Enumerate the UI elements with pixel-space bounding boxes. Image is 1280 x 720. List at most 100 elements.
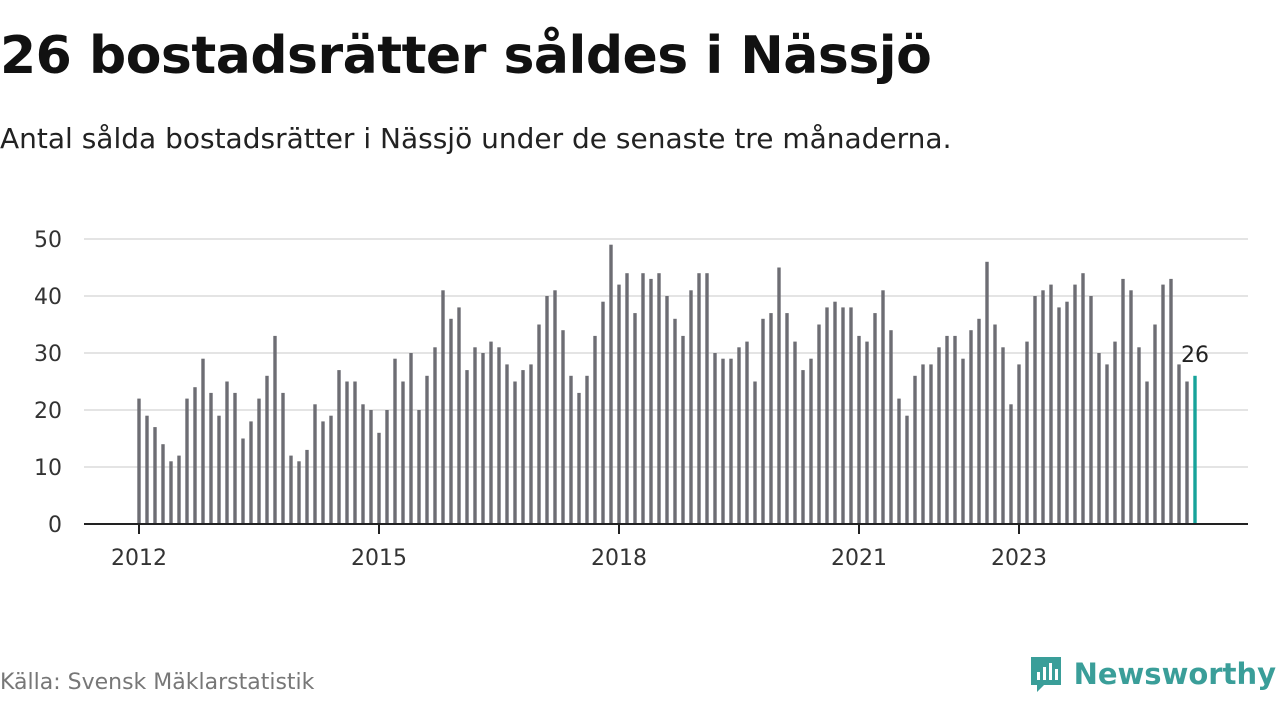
chart-title: 26 bostadsrätter såldes i Nässjö: [0, 26, 932, 86]
bar: [1057, 307, 1061, 524]
bar: [881, 290, 885, 524]
bar: [833, 301, 837, 524]
bar: [865, 341, 869, 524]
bar: [841, 307, 845, 524]
bar: [577, 392, 581, 524]
bar: [1129, 290, 1133, 524]
bar: [793, 341, 797, 524]
bar: [961, 358, 965, 524]
bar: [249, 421, 253, 524]
bar: [145, 415, 149, 524]
bar: [705, 273, 709, 524]
bar: [393, 358, 397, 524]
bar: [337, 370, 341, 524]
bar: [1121, 278, 1125, 524]
bar: [1089, 296, 1093, 524]
bar: [641, 273, 645, 524]
bar: [1169, 278, 1173, 524]
bar: [1145, 381, 1149, 524]
highlight-value-label: 26: [1181, 343, 1209, 368]
bar: [777, 267, 781, 524]
bar: [417, 410, 421, 524]
bar: [689, 290, 693, 524]
bar: [441, 290, 445, 524]
brand-name: Newsworthy: [1073, 657, 1276, 691]
bar: [193, 387, 197, 524]
x-tick-label: 2018: [591, 546, 647, 571]
bar: [345, 381, 349, 524]
bar: [817, 324, 821, 524]
bar: [929, 364, 933, 524]
bar: [1065, 301, 1069, 524]
bar: [1153, 324, 1157, 524]
bar: [1017, 364, 1021, 524]
brand-logo[interactable]: Newsworthy: [1028, 654, 1276, 694]
bar: [1041, 290, 1045, 524]
bar: [985, 261, 989, 524]
bar: [1081, 273, 1085, 524]
bar: [1001, 347, 1005, 524]
bar: [825, 307, 829, 524]
bar: [649, 278, 653, 524]
bar: [289, 455, 293, 524]
bar: [889, 330, 893, 524]
x-tick-label: 2021: [831, 546, 887, 571]
bar: [665, 296, 669, 524]
newsworthy-logo-icon: [1030, 657, 1061, 692]
bar: [385, 410, 389, 524]
bar: [297, 461, 301, 524]
bar: [401, 381, 405, 524]
bar: [593, 335, 597, 524]
bar: [1025, 341, 1029, 524]
bar: [1097, 353, 1101, 524]
bar: [329, 415, 333, 524]
bar: [1177, 364, 1181, 524]
x-tick-label: 2023: [991, 546, 1047, 571]
bar: [313, 404, 317, 524]
bar: [969, 330, 973, 524]
bar: [465, 370, 469, 524]
bar: [137, 398, 141, 524]
bar-series: [137, 244, 1197, 524]
bar: [177, 455, 181, 524]
bar: [585, 375, 589, 524]
bar: [513, 381, 517, 524]
bar: [953, 335, 957, 524]
bar: [241, 438, 245, 524]
bar: [521, 370, 525, 524]
bar: [673, 318, 677, 524]
bar: [737, 347, 741, 524]
bar: [473, 347, 477, 524]
bar: [185, 398, 189, 524]
bar: [425, 375, 429, 524]
bar: [497, 347, 501, 524]
bar-chart: 0 10 20 30 40 50 26 2012 2015 2018 2021 2023: [34, 228, 1248, 571]
axes: [84, 523, 1248, 534]
bar: [849, 307, 853, 524]
bar: [993, 324, 997, 524]
bar: [769, 313, 773, 524]
bar: [873, 313, 877, 524]
bar: [617, 284, 621, 524]
y-tick-label: 20: [34, 399, 62, 424]
bar: [545, 296, 549, 524]
bar: [161, 444, 165, 524]
bar: [505, 364, 509, 524]
y-tick-label: 10: [34, 456, 62, 481]
bar: [1105, 364, 1109, 524]
bar: [353, 381, 357, 524]
bar: [697, 273, 701, 524]
bar: [657, 273, 661, 524]
bar: [905, 415, 909, 524]
source-note: Källa: Svensk Mäklarstatistik: [0, 670, 315, 695]
bar: [257, 398, 261, 524]
bar: [945, 335, 949, 524]
bar: [921, 364, 925, 524]
bar: [553, 290, 557, 524]
y-tick-label: 50: [34, 228, 62, 253]
bar: [785, 313, 789, 524]
bar: [433, 347, 437, 524]
bar: [729, 358, 733, 524]
bar: [609, 244, 613, 524]
bar: [913, 375, 917, 524]
